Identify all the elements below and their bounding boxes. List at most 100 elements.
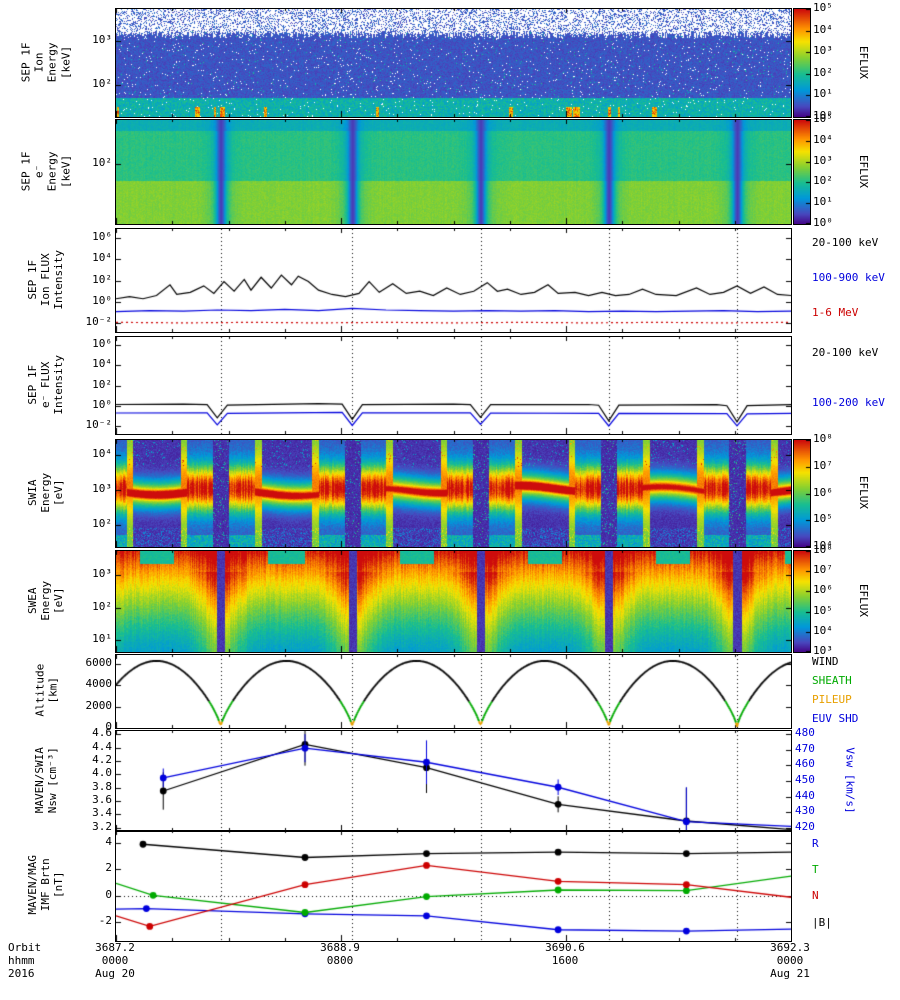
swea-spec-colorbar-tick: 10³ — [813, 644, 833, 657]
imf-brtn-ytick: 4 — [105, 834, 112, 848]
sep-electron-flux-ytick: 10⁻² — [85, 417, 113, 431]
sep-electron-spec-colorbar-tick: 10⁰ — [813, 216, 833, 229]
sep-electron-spec-colorbar-tick: 10¹ — [813, 195, 833, 209]
imf-brtn-ytick: -2 — [98, 914, 112, 928]
nsw-vsw-ytick: 4.6 — [92, 726, 112, 740]
sep-ion-flux-ytick: 10⁻² — [85, 315, 113, 329]
nsw-vsw-right-axis-label: Vsw [km/s] — [842, 730, 858, 830]
altitude-legend-1: SHEATH — [812, 674, 852, 688]
imf-brtn-legend-0: R — [812, 836, 819, 850]
x-orbit-tick-2: 3690.6 — [545, 941, 585, 954]
sep-electron-spec-ylabel-text: SEP 1F e⁻ Energy [keV] — [19, 151, 73, 191]
sep-ion-flux-legend-0: 20-100 keV — [812, 236, 879, 250]
panel-swia-spec-plot — [115, 439, 792, 548]
nsw-vsw-right-axis-label-text: Vsw [km/s] — [843, 746, 857, 814]
axis-row-label-orbit: Orbit — [8, 941, 42, 954]
sep-electron-flux-legend-1: 100-200 keV — [812, 396, 885, 410]
x-time-tick-2: 1600 — [551, 954, 579, 967]
sep-ion-flux-ytick: 10⁶ — [92, 229, 112, 243]
sep-ion-spec-colorbar-tick: 10² — [813, 65, 833, 79]
nsw-vsw-ytick-right: 460 — [795, 757, 815, 771]
nsw-vsw-ytick: 4.0 — [92, 766, 112, 780]
sep-electron-spec-colorbar-label-text: EFLUX — [857, 154, 871, 188]
panel-imf-brtn-plot — [115, 830, 792, 942]
nsw-vsw-ytick-right: 440 — [795, 788, 815, 802]
imf-brtn-legend-2: N — [812, 889, 819, 903]
swea-spec-colorbar-tick: 10⁷ — [813, 563, 833, 577]
swia-spec-colorbar-label: EFLUX — [856, 439, 872, 546]
sep-electron-spec-colorbar-tick: 10⁴ — [813, 132, 833, 146]
panel-sep-ion-spec-ylabel: SEP 1F Ion Energy [keV] — [14, 8, 78, 116]
swea-spec-colorbar-tick: 10⁴ — [813, 623, 833, 637]
altitude-legend-2: PILEUP — [812, 693, 852, 707]
altitude-ytick: 6000 — [85, 655, 113, 669]
swea-spec-colorbar — [793, 550, 811, 653]
nsw-vsw-ytick: 3.6 — [92, 793, 112, 806]
sep-electron-spec-ytick: 10² — [92, 155, 112, 169]
sep-electron-spec-colorbar-label: EFLUX — [856, 119, 872, 223]
nsw-vsw-ytick-right: 470 — [795, 741, 815, 755]
nsw-vsw-ytick: 3.4 — [92, 806, 112, 820]
x-date-tick-0: Aug 20 — [95, 967, 135, 980]
altitude-ytick: 0 — [105, 720, 112, 733]
altitude-ytick: 2000 — [85, 698, 113, 712]
sep-electron-flux-ytick: 10⁰ — [92, 397, 112, 411]
panel-sep-electron-spec-plot — [115, 119, 792, 225]
sep-ion-spec-colorbar-label: EFLUX — [856, 8, 872, 116]
imf-brtn-legend-3: |B| — [812, 915, 832, 929]
swea-spec-colorbar-tick: 10⁵ — [813, 603, 833, 617]
swia-spec-ytick: 10² — [92, 516, 112, 530]
panel-sep-electron-spec-ylabel: SEP 1F e⁻ Energy [keV] — [14, 119, 78, 223]
nsw-vsw-ytick: 4.2 — [92, 753, 112, 766]
sep-ion-flux-ytick: 10⁴ — [92, 251, 112, 265]
swea-spec-colorbar-tick: 10⁸ — [813, 543, 833, 556]
axis-row-label-hhmm: hhmm — [8, 954, 35, 967]
swia-spec-colorbar-tick: 10⁶ — [813, 485, 833, 499]
swia-spec-colorbar-tick: 10⁷ — [813, 458, 833, 472]
sep-ion-spec-ytick: 10³ — [92, 33, 112, 47]
sep-ion-spec-colorbar-tick: 10⁰ — [813, 109, 833, 122]
swia-spec-colorbar — [793, 439, 811, 548]
panel-sep-ion-spec-plot — [115, 8, 792, 118]
panel-altitude-plot — [115, 654, 792, 729]
panel-sep-electron-flux-plot — [115, 336, 792, 435]
sep-ion-spec-colorbar — [793, 8, 811, 118]
sep-electron-spec-colorbar-tick: 10³ — [813, 153, 833, 167]
altitude-ytick: 4000 — [85, 677, 113, 691]
nsw-vsw-ytick: 4.4 — [92, 739, 112, 753]
sep-electron-flux-ytick: 10⁶ — [92, 337, 112, 351]
swia-spec-colorbar-tick: 10⁵ — [813, 512, 833, 526]
altitude-ylabel-text: Altitude [km] — [32, 664, 59, 717]
x-date-tick-3: Aug 21 — [770, 967, 810, 980]
altitude-legend-3: EUV SHD — [812, 712, 859, 726]
nsw-vsw-ytick-right: 450 — [795, 773, 815, 786]
nsw-vsw-ytick-right: 430 — [795, 804, 815, 818]
altitude-legend-0: WIND — [812, 655, 839, 669]
sep-electron-flux-legend-0: 20-100 keV — [812, 345, 879, 359]
sep-ion-flux-ytick: 10⁰ — [92, 293, 112, 307]
nsw-vsw-ylabel-text: MAVEN/SWIA Nsw [cm⁻³] — [32, 746, 60, 814]
imf-brtn-ytick: 2 — [105, 861, 112, 875]
sep-ion-spec-colorbar-tick: 10¹ — [813, 87, 833, 101]
nsw-vsw-ytick-right: 420 — [795, 819, 815, 833]
x-orbit-tick-3: 3692.3 — [770, 941, 810, 954]
swea-spec-colorbar-label-text: EFLUX — [857, 583, 871, 618]
sep-ion-spec-colorbar-label-text: EFLUX — [857, 45, 871, 79]
swea-spec-colorbar-label: EFLUX — [856, 550, 872, 651]
sep-ion-spec-colorbar-tick: 10³ — [813, 44, 833, 58]
nsw-vsw-ytick: 3.2 — [92, 819, 112, 833]
sep-ion-spec-colorbar-tick: 10⁴ — [813, 22, 833, 36]
sep-electron-flux-ytick: 10⁴ — [92, 357, 112, 371]
swea-spec-ytick: 10³ — [92, 567, 112, 581]
sep-ion-spec-colorbar-tick: 10⁵ — [813, 1, 833, 14]
x-time-tick-0: 0000 — [101, 954, 129, 967]
x-time-tick-1: 0800 — [326, 954, 354, 967]
x-time-tick-3: 0000 — [776, 954, 804, 967]
swia-spec-ytick: 10³ — [92, 482, 112, 496]
sep-electron-spec-colorbar-tick: 10² — [813, 174, 833, 188]
panel-swea-spec-plot — [115, 550, 792, 653]
swia-spec-colorbar-tick: 10⁴ — [813, 539, 833, 552]
swia-spec-colorbar-label-text: EFLUX — [857, 475, 871, 510]
sep-ion-spec-ytick: 10² — [92, 76, 112, 90]
